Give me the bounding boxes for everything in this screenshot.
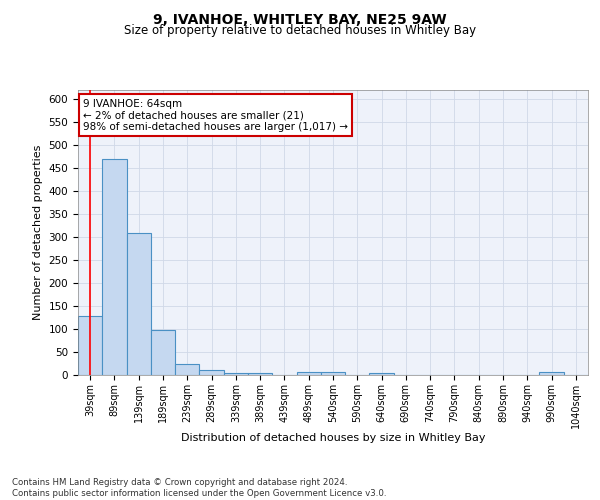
Text: Contains HM Land Registry data © Crown copyright and database right 2024.
Contai: Contains HM Land Registry data © Crown c… [12,478,386,498]
Text: 9 IVANHOE: 64sqm
← 2% of detached houses are smaller (21)
98% of semi-detached h: 9 IVANHOE: 64sqm ← 2% of detached houses… [83,98,348,132]
Bar [296,372,321,375]
Bar [199,370,224,375]
Bar [78,316,102,375]
Bar [248,372,272,375]
X-axis label: Distribution of detached houses by size in Whitley Bay: Distribution of detached houses by size … [181,434,485,444]
Bar [175,364,199,375]
Text: 9, IVANHOE, WHITLEY BAY, NE25 9AW: 9, IVANHOE, WHITLEY BAY, NE25 9AW [153,12,447,26]
Bar [370,372,394,375]
Bar [321,372,345,375]
Bar [102,159,127,375]
Y-axis label: Number of detached properties: Number of detached properties [33,145,43,320]
Text: Size of property relative to detached houses in Whitley Bay: Size of property relative to detached ho… [124,24,476,37]
Bar [127,232,151,375]
Bar [224,372,248,375]
Bar [151,330,175,375]
Bar [539,372,564,375]
